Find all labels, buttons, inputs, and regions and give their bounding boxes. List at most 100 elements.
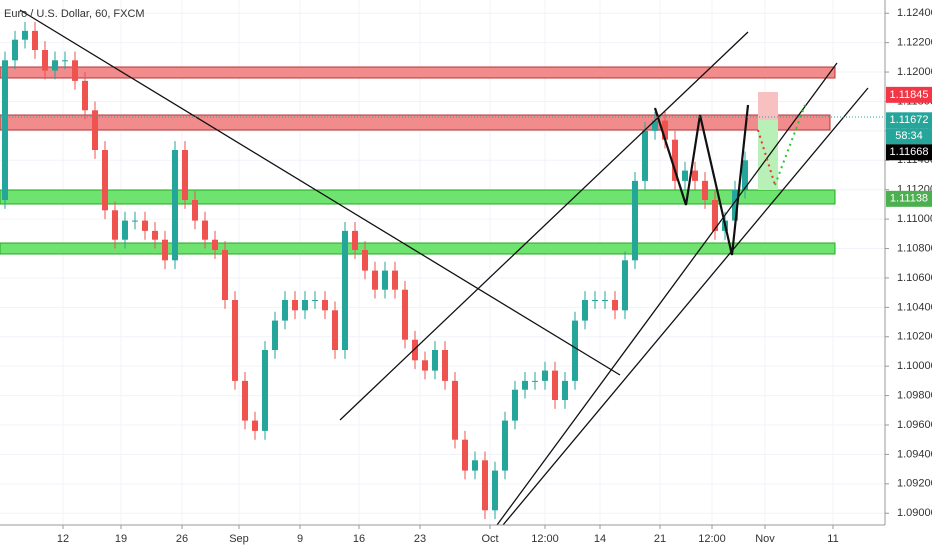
x-tick-label: 12:00: [531, 533, 559, 545]
zigzag: [653, 104, 750, 256]
candle-body: [162, 239, 168, 261]
candle-body: [362, 250, 368, 271]
candle-body: [352, 230, 358, 250]
candle-body: [72, 60, 78, 81]
y-tick-label: 1.10800: [897, 242, 932, 254]
drawings: [0, 9, 885, 526]
candle-body: [2, 60, 8, 201]
candle-body: [522, 380, 528, 390]
x-tick-label: 19: [115, 533, 127, 545]
candle-body: [82, 80, 88, 111]
candle-body: [472, 460, 478, 471]
y-tick-label: 1.10000: [897, 360, 932, 372]
position-tool-reward: [758, 120, 778, 190]
price-tag: [886, 112, 932, 129]
candle-body: [372, 270, 378, 290]
candle-body: [322, 300, 328, 311]
candle-body: [312, 300, 318, 301]
y-tick-label: 1.12400: [897, 7, 932, 19]
candle-body: [272, 320, 278, 350]
support-zone: [0, 242, 836, 255]
x-tick-label: 26: [176, 533, 188, 545]
countdown: 58:34: [895, 130, 923, 142]
candle-body: [432, 350, 438, 371]
candle-body: [532, 380, 538, 382]
projection-up: [774, 104, 806, 186]
x-tick-label: 23: [414, 533, 426, 545]
candle-body: [392, 270, 398, 290]
candle-body: [222, 250, 228, 300]
price-tag-label: 1.11845: [890, 89, 929, 101]
axes: 1.124001.122001.120001.118001.116001.114…: [57, 7, 932, 545]
y-tick-label: 1.12200: [897, 37, 932, 49]
zones: [0, 66, 836, 255]
support-zone: [0, 189, 836, 205]
candle-body: [712, 200, 718, 231]
candle-body: [612, 300, 618, 311]
candle-body: [422, 360, 428, 371]
trend-line: [19, 9, 621, 376]
x-tick-label: Oct: [481, 533, 498, 545]
x-tick-label: 16: [353, 533, 365, 545]
price-tag-label: 1.11672: [890, 114, 929, 126]
candle-body: [302, 300, 308, 311]
candle-body: [92, 110, 98, 150]
candle-body: [122, 220, 128, 240]
candles: [2, 22, 748, 520]
candle-body: [132, 220, 138, 222]
candle-body: [142, 220, 148, 231]
candle-body: [622, 260, 628, 311]
candle-body: [172, 150, 178, 261]
y-tick-label: 1.09800: [897, 389, 932, 401]
candle-body: [512, 389, 518, 421]
y-tick-label: 1.09200: [897, 478, 932, 490]
y-tick-label: 1.09600: [897, 419, 932, 431]
x-tick-label: 11: [827, 533, 838, 545]
candle-body: [492, 470, 498, 511]
trend-line: [496, 62, 838, 526]
y-tick-label: 1.10400: [897, 301, 932, 313]
candle-body: [52, 60, 58, 71]
candle-body: [402, 289, 408, 340]
candle-body: [452, 380, 458, 440]
price-tag: [886, 86, 932, 103]
trend-line: [339, 31, 749, 421]
countdown-tag: [886, 128, 932, 145]
x-tick-label: 9: [297, 533, 303, 545]
x-tick-label: 12: [57, 533, 69, 545]
candle-body: [152, 230, 158, 240]
x-tick-label: Nov: [755, 533, 775, 545]
candle-body: [42, 50, 48, 71]
chart-title: Euro / U.S. Dollar, 60, FXCM: [4, 8, 145, 20]
x-tick-label: 12:00: [698, 533, 726, 545]
candle-body: [562, 380, 568, 400]
candle-body: [572, 320, 578, 381]
candle-body: [182, 150, 188, 200]
candle-body: [742, 160, 748, 190]
candle-body: [542, 370, 548, 381]
candle-body: [502, 420, 508, 471]
candle-body: [602, 300, 608, 301]
candle-body: [482, 460, 488, 511]
candle-body: [672, 139, 678, 181]
candle-body: [382, 270, 388, 290]
candle-body: [632, 180, 638, 261]
candle-body: [682, 170, 688, 181]
price-tag-label: 1.11668: [890, 146, 929, 158]
candle-body: [12, 39, 18, 61]
resistance-zone: [0, 114, 831, 131]
candle-body: [62, 60, 68, 62]
candle-body: [22, 30, 28, 40]
price-tag: [886, 190, 932, 207]
candle-body: [262, 350, 268, 431]
candle-body: [342, 230, 348, 350]
candle-body: [732, 189, 738, 221]
candle-body: [442, 350, 448, 381]
trend-line: [502, 87, 869, 526]
candle-body: [102, 150, 108, 211]
y-tick-label: 1.09400: [897, 448, 932, 460]
candle-body: [652, 120, 658, 131]
y-tick-label: 1.10600: [897, 272, 932, 284]
candle-body: [592, 300, 598, 301]
candle-body: [662, 120, 668, 140]
